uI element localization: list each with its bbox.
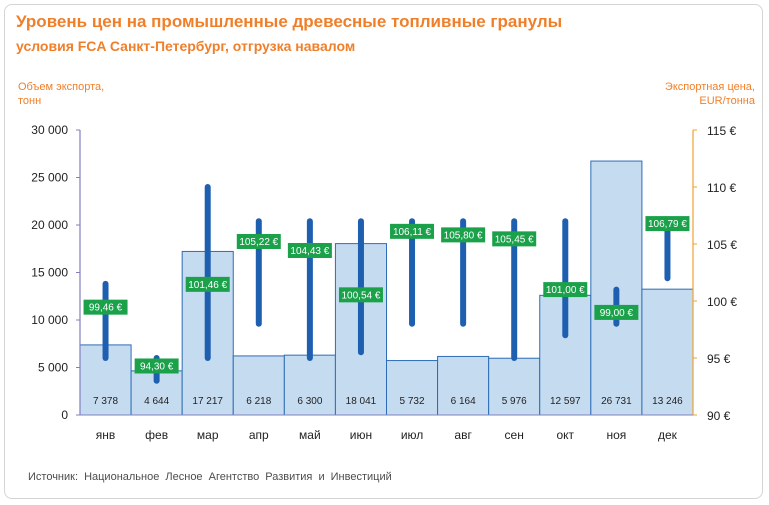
price-data-label: 94,30 € xyxy=(140,361,174,372)
category-label: июл xyxy=(401,428,423,442)
volume-data-label: 17 217 xyxy=(192,396,223,407)
right-tick-label: 95 € xyxy=(707,352,731,366)
volume-data-label: 18 041 xyxy=(346,396,377,407)
volume-data-label: 4 644 xyxy=(144,396,169,407)
chart-subtitle: условия FCA Санкт-Петербург, отгрузка на… xyxy=(16,38,356,54)
volume-data-label: 13 246 xyxy=(652,396,683,407)
right-tick-label: 90 € xyxy=(707,409,731,423)
category-label: дек xyxy=(658,428,678,442)
category-label: апр xyxy=(249,428,269,442)
chart-title: Уровень цен на промышленные древесные то… xyxy=(16,12,563,31)
right-axis-title-line2: EUR/тонна xyxy=(699,95,755,107)
price-label-box xyxy=(543,282,588,298)
left-tick-label: 5 000 xyxy=(38,361,68,375)
volume-data-label: 26 731 xyxy=(601,396,632,407)
category-label: сен xyxy=(505,428,524,442)
right-axis-title: Экспортная цена, EUR/тонна xyxy=(665,80,755,108)
category-label: фев xyxy=(145,428,168,442)
left-axis-title: Объем экспорта, тонн xyxy=(18,80,104,108)
left-axis-title-line1: Объем экспорта, xyxy=(18,81,105,93)
volume-data-label: 5 976 xyxy=(502,396,527,407)
price-data-label: 101,46 € xyxy=(188,280,227,291)
category-label: май xyxy=(299,428,321,442)
price-data-label: 99,46 € xyxy=(89,303,123,314)
price-label-box xyxy=(83,299,128,315)
volume-bar xyxy=(232,355,285,416)
price-data-label: 104,43 € xyxy=(290,246,329,257)
volume-data-label: 12 597 xyxy=(550,396,581,407)
price-data-label: 105,45 € xyxy=(495,234,534,245)
left-tick-label: 10 000 xyxy=(31,313,68,327)
left-tick-label: 20 000 xyxy=(31,218,68,232)
volume-bar xyxy=(283,354,336,416)
volume-bar xyxy=(437,355,490,416)
category-label: янв xyxy=(96,428,116,442)
left-tick-label: 15 000 xyxy=(31,266,68,280)
volume-data-label: 6 300 xyxy=(297,396,322,407)
price-data-label: 99,00 € xyxy=(600,308,634,319)
price-label-box xyxy=(287,242,332,258)
source-note: Источник: Национальное Лесное Агентство … xyxy=(28,471,392,483)
category-label: ноя xyxy=(606,428,626,442)
price-data-label: 106,79 € xyxy=(648,219,687,230)
price-data-label: 106,11 € xyxy=(393,227,432,238)
right-tick-label: 110 € xyxy=(707,181,736,195)
price-data-label: 100,54 € xyxy=(341,290,380,301)
price-label-box xyxy=(185,276,230,292)
price-label-box xyxy=(390,223,435,239)
category-label: мар xyxy=(197,428,219,442)
price-label-box xyxy=(134,358,179,374)
price-data-label: 105,22 € xyxy=(239,237,278,248)
price-label-box xyxy=(645,216,690,232)
category-label: окт xyxy=(557,428,575,442)
left-tick-label: 0 xyxy=(61,408,68,422)
volume-data-label: 6 218 xyxy=(246,396,271,407)
volume-data-label: 6 164 xyxy=(451,396,476,407)
volume-bar xyxy=(488,357,541,416)
price-label-box xyxy=(441,227,486,243)
price-data-label: 105,80 € xyxy=(444,230,483,241)
right-tick-label: 115 € xyxy=(707,124,736,138)
volume-data-label: 7 378 xyxy=(93,396,118,407)
right-tick-label: 100 € xyxy=(707,295,737,309)
price-data-label: 101,00 € xyxy=(546,285,585,296)
price-label-box xyxy=(236,233,281,249)
price-label-box xyxy=(594,304,639,320)
right-tick-label: 105 € xyxy=(707,238,737,252)
volume-data-label: 5 732 xyxy=(400,396,425,407)
price-label-box xyxy=(492,231,537,247)
left-axis-title-line2: тонн xyxy=(18,95,42,107)
left-tick-label: 30 000 xyxy=(31,123,68,137)
price-label-box xyxy=(338,287,383,303)
left-tick-label: 25 000 xyxy=(31,171,68,185)
volume-bar xyxy=(641,288,694,416)
category-label: июн xyxy=(350,428,372,442)
category-label: авг xyxy=(454,428,472,442)
right-axis-title-line1: Экспортная цена, xyxy=(664,81,755,93)
